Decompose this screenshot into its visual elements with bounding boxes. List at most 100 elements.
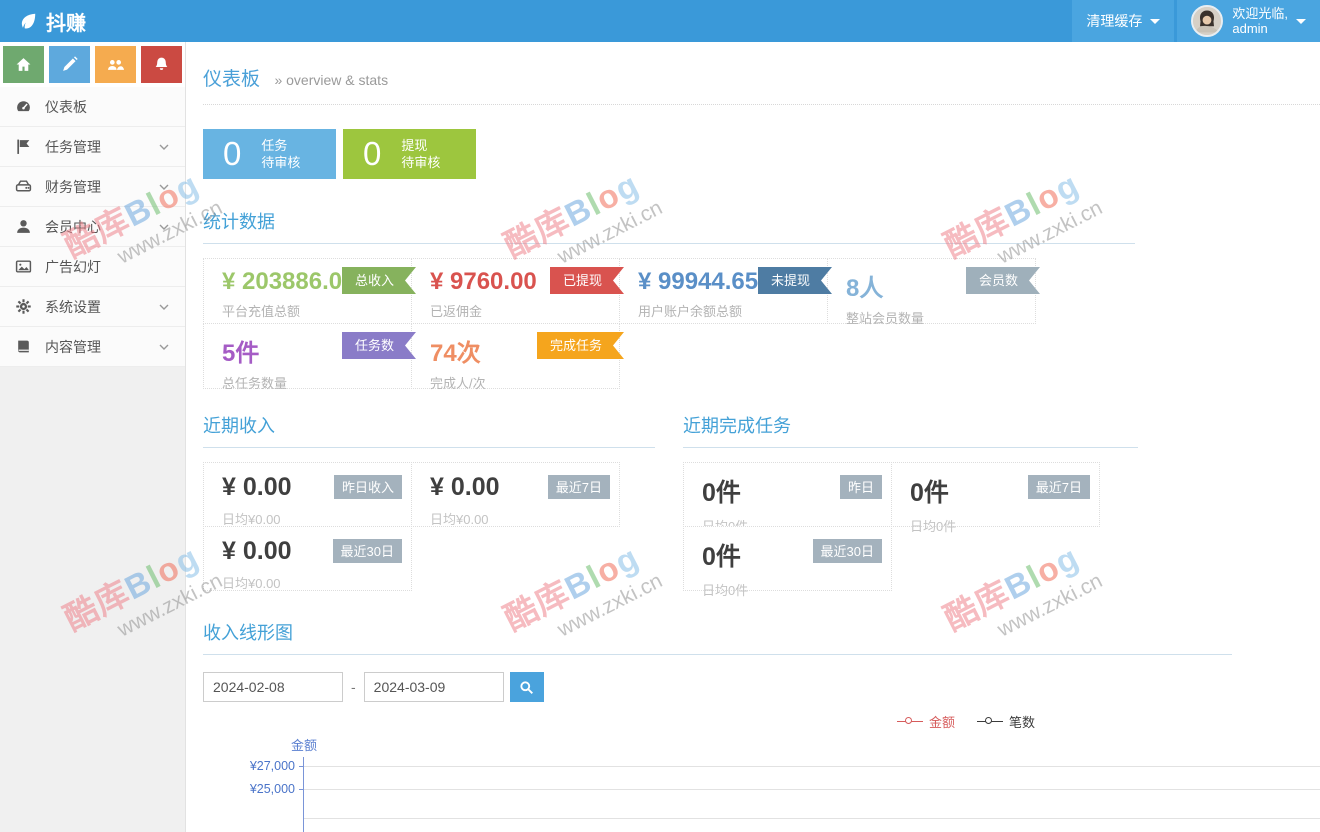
card-sub: 日均¥0.00	[222, 576, 281, 591]
sidebar-item-members[interactable]: 会员中心	[0, 207, 185, 247]
sidebar-item-dashboard[interactable]: 仪表板	[0, 87, 185, 127]
stat-task-count: 5件 总任务数量 任务数	[203, 323, 412, 391]
pending-withdraw-line2: 待审核	[401, 155, 441, 170]
income-line-chart: 金额 ¥27,000 ¥25,000 ¥20,000	[203, 735, 1320, 832]
notifications-button[interactable]	[141, 46, 182, 83]
page-title: 仪表板	[203, 69, 261, 90]
date-to-input[interactable]	[363, 672, 504, 702]
legend-item-amount[interactable]: 金额	[896, 712, 955, 731]
sidebar-item-label: 任务管理	[45, 138, 101, 155]
card-sub: 日均¥0.00	[430, 512, 489, 527]
stat-ribbon: 任务数	[342, 332, 416, 359]
stat-ribbon: 完成任务	[537, 332, 624, 359]
top-header: 抖赚 清理缓存 欢迎光临, admin	[0, 0, 1320, 42]
stat-completed: 74次 完成人/次 完成任务	[411, 323, 620, 391]
date-from-input[interactable]	[203, 672, 343, 702]
sidebar-item-label: 会员中心	[45, 218, 101, 235]
sidebar-item-content[interactable]: 内容管理	[0, 327, 185, 367]
recent-income-section: 近期收入 ¥ 0.00 日均¥0.00 昨日收入 ¥ 0.00 日均¥0.00 …	[203, 412, 655, 591]
quick-buttons-row	[0, 42, 185, 87]
card-badge: 最近30日	[812, 539, 882, 563]
breadcrumb-path: » overview & stats	[274, 72, 389, 88]
date-separator: -	[351, 679, 356, 695]
pending-tasks-label: 任务 待审核	[261, 137, 300, 171]
stat-value: 5件	[222, 340, 260, 367]
header-divider	[1174, 0, 1178, 42]
welcome-text: 欢迎光临, admin	[1232, 6, 1288, 36]
main-content: 仪表板 » overview & stats 0 任务 待审核 0 提现 待审核…	[187, 42, 1320, 832]
stat-value: ¥ 203886.0	[222, 268, 343, 295]
stats-grid: ¥ 203886.0 平台充值总额 总收入 ¥ 9760.00 已返佣金 已提现…	[203, 258, 1036, 391]
stat-members: 8人 整站会员数量 会员数	[827, 258, 1036, 326]
card-badge: 昨日	[839, 475, 882, 499]
gridline	[304, 789, 1320, 790]
header-spacer	[104, 0, 1072, 42]
pending-withdraw-box[interactable]: 0 提现 待审核	[343, 129, 476, 179]
recent-income-grid: ¥ 0.00 日均¥0.00 昨日收入 ¥ 0.00 日均¥0.00 最近7日 …	[203, 462, 655, 591]
income-7days-card: ¥ 0.00 日均¥0.00 最近7日	[411, 462, 620, 527]
avatar-image	[1193, 7, 1222, 35]
members-button[interactable]	[95, 46, 136, 83]
legend-item-count[interactable]: 笔数	[976, 712, 1035, 731]
card-badge: 最近7日	[547, 475, 610, 499]
stat-unwithdrawn: ¥ 99944.65 用户账户余额总额 未提现	[619, 258, 828, 324]
caret-down-icon	[1150, 18, 1161, 24]
stat-label: 平台充值总额	[222, 304, 301, 319]
legend-label: 金额	[928, 715, 955, 730]
pending-tasks-count: 0	[223, 135, 242, 172]
clear-cache-label: 清理缓存	[1086, 13, 1143, 29]
axis-tick	[299, 789, 304, 790]
card-badge: 最近30日	[332, 539, 402, 563]
stat-withdrawn: ¥ 9760.00 已返佣金 已提现	[411, 258, 620, 324]
gridline	[304, 818, 1320, 819]
recent-tasks-grid: 0件 日均0件 昨日 0件 日均0件 最近7日 0件 日均0件 最近30日	[683, 462, 1138, 598]
pending-tasks-line1: 任务	[261, 138, 288, 153]
chart-legend: 金额 笔数	[203, 712, 1320, 731]
stat-label: 完成人/次	[430, 376, 486, 391]
caret-down-icon	[1296, 18, 1306, 24]
avatar	[1191, 5, 1224, 37]
app-brand[interactable]: 抖赚	[0, 0, 104, 42]
stat-value: 74次	[430, 340, 481, 367]
stat-ribbon: 总收入	[342, 267, 416, 294]
stat-ribbon: 已提现	[550, 267, 624, 294]
section-title-recent-income: 近期收入	[203, 412, 655, 448]
sidebar-item-ads[interactable]: 广告幻灯	[0, 247, 185, 287]
tasks-7days-card: 0件 日均0件 最近7日	[891, 462, 1100, 534]
clear-cache-dropdown[interactable]: 清理缓存	[1072, 0, 1175, 42]
y-axis-title: 金额	[291, 738, 318, 753]
sidebar-item-label: 系统设置	[45, 298, 101, 315]
user-dropdown[interactable]: 欢迎光临, admin	[1177, 0, 1320, 42]
y-tick-label: ¥27,000	[249, 759, 295, 773]
sidebar-item-label: 仪表板	[45, 98, 87, 115]
home-icon	[16, 58, 31, 71]
image-icon	[15, 260, 32, 273]
edit-button[interactable]	[49, 46, 90, 83]
card-badge: 昨日收入	[333, 475, 402, 499]
pending-tasks-box[interactable]: 0 任务 待审核	[203, 129, 336, 179]
income-30days-card: ¥ 0.00 日均¥0.00 最近30日	[203, 526, 412, 591]
stat-label: 用户账户余额总额	[638, 304, 743, 319]
bell-icon	[155, 57, 168, 70]
leaf-logo-icon	[21, 13, 36, 29]
gridline	[304, 766, 1320, 767]
search-button[interactable]	[509, 672, 544, 702]
sidebar-item-label: 内容管理	[45, 338, 101, 355]
sidebar-item-tasks[interactable]: 任务管理	[0, 127, 185, 167]
sidebar-item-label: 广告幻灯	[45, 258, 101, 275]
card-value: 0件	[702, 479, 741, 507]
home-button[interactable]	[3, 46, 44, 83]
sidebar-item-settings[interactable]: 系统设置	[0, 287, 185, 327]
legend-label: 笔数	[1008, 715, 1035, 730]
book-icon	[18, 340, 29, 353]
card-sub: 日均0件	[702, 583, 749, 598]
sidebar-item-finance[interactable]: 财务管理	[0, 167, 185, 207]
search-icon	[520, 680, 534, 694]
card-value: 0件	[910, 479, 949, 507]
stat-value: ¥ 99944.65	[638, 268, 759, 295]
y-tick-label: ¥25,000	[249, 782, 295, 796]
brand-title: 抖赚	[46, 12, 86, 35]
stat-label: 总任务数量	[222, 376, 288, 391]
card-sub: 日均0件	[910, 519, 957, 534]
chevron-down-icon	[159, 184, 169, 190]
